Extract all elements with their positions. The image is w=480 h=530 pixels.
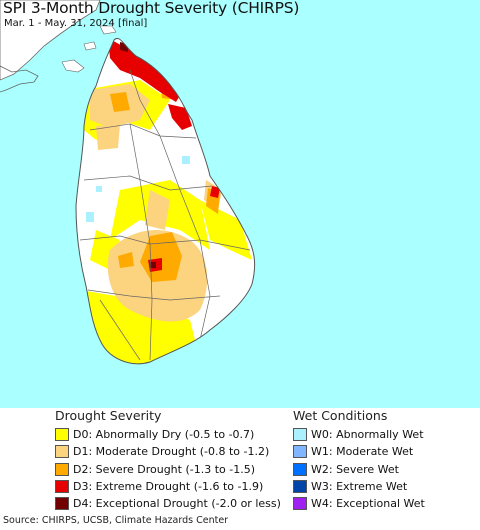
source-credit: Source: CHIRPS, UCSB, Climate Hazards Ce…	[3, 515, 229, 526]
d4-swatch	[55, 497, 69, 511]
legend-item-w1: W1: Moderate Wet	[293, 443, 425, 460]
legend-label-w2: W2: Severe Wet	[311, 462, 399, 476]
d2-swatch	[55, 462, 69, 476]
drought-legend: D0: Abnormally Dry (-0.5 to -0.7) D1: Mo…	[55, 426, 281, 512]
mainland-coast	[0, 0, 101, 81]
legend-item-w2: W2: Severe Wet	[293, 461, 425, 478]
legend-label-w4: W4: Exceptional Wet	[311, 497, 425, 511]
legend-label-d4: D4: Exceptional Drought (-2.0 or less)	[73, 497, 281, 511]
legend-item-d2: D2: Severe Drought (-1.3 to -1.5)	[55, 461, 281, 478]
wet-legend-title: Wet Conditions	[293, 408, 388, 423]
legend-label-w1: W1: Moderate Wet	[311, 445, 414, 459]
legend-item-w4: W4: Exceptional Wet	[293, 495, 425, 512]
d3-swatch	[55, 480, 69, 494]
drought-map	[0, 0, 256, 365]
legend-label-d2: D2: Severe Drought (-1.3 to -1.5)	[73, 462, 256, 476]
map-title: SPI 3-Month Drought Severity (CHIRPS)	[3, 0, 300, 17]
legend-item-w0: W0: Abnormally Wet	[293, 426, 425, 443]
legend-label-w3: W3: Extreme Wet	[311, 480, 408, 494]
d1-swatch	[55, 445, 69, 459]
w4-swatch	[293, 497, 307, 511]
legend-item-d4: D4: Exceptional Drought (-2.0 or less)	[55, 495, 281, 512]
legend-item-d1: D1: Moderate Drought (-0.8 to -1.2)	[55, 443, 281, 460]
legend-label-d0: D0: Abnormally Dry (-0.5 to -0.7)	[73, 428, 255, 442]
map-subtitle: Mar. 1 - May. 31, 2024 [final]	[4, 18, 148, 29]
legend-item-d3: D3: Extreme Drought (-1.6 to -1.9)	[55, 478, 281, 495]
w3-swatch	[293, 480, 307, 494]
sri-lanka-island	[75, 38, 256, 365]
wet-legend: W0: Abnormally Wet W1: Moderate Wet W2: …	[293, 426, 425, 512]
legend-item-w3: W3: Extreme Wet	[293, 478, 425, 495]
north-islets	[83, 25, 117, 51]
legend-label-d1: D1: Moderate Drought (-0.8 to -1.2)	[73, 445, 270, 459]
legend-label-d3: D3: Extreme Drought (-1.6 to -1.9)	[73, 480, 264, 494]
map-panel: SPI 3-Month Drought Severity (CHIRPS) Ma…	[0, 0, 480, 408]
w2-swatch	[293, 462, 307, 476]
legend-item-d0: D0: Abnormally Dry (-0.5 to -0.7)	[55, 426, 281, 443]
w1-swatch	[293, 445, 307, 459]
w0-swatch	[293, 428, 307, 442]
district-boundaries	[79, 69, 251, 361]
d0-swatch	[55, 428, 69, 442]
mainland-island	[61, 59, 85, 73]
drought-legend-title: Drought Severity	[55, 408, 162, 423]
w0-areas	[86, 156, 190, 222]
legend-label-w0: W0: Abnormally Wet	[311, 428, 424, 442]
palk-strait-coast	[0, 65, 39, 93]
